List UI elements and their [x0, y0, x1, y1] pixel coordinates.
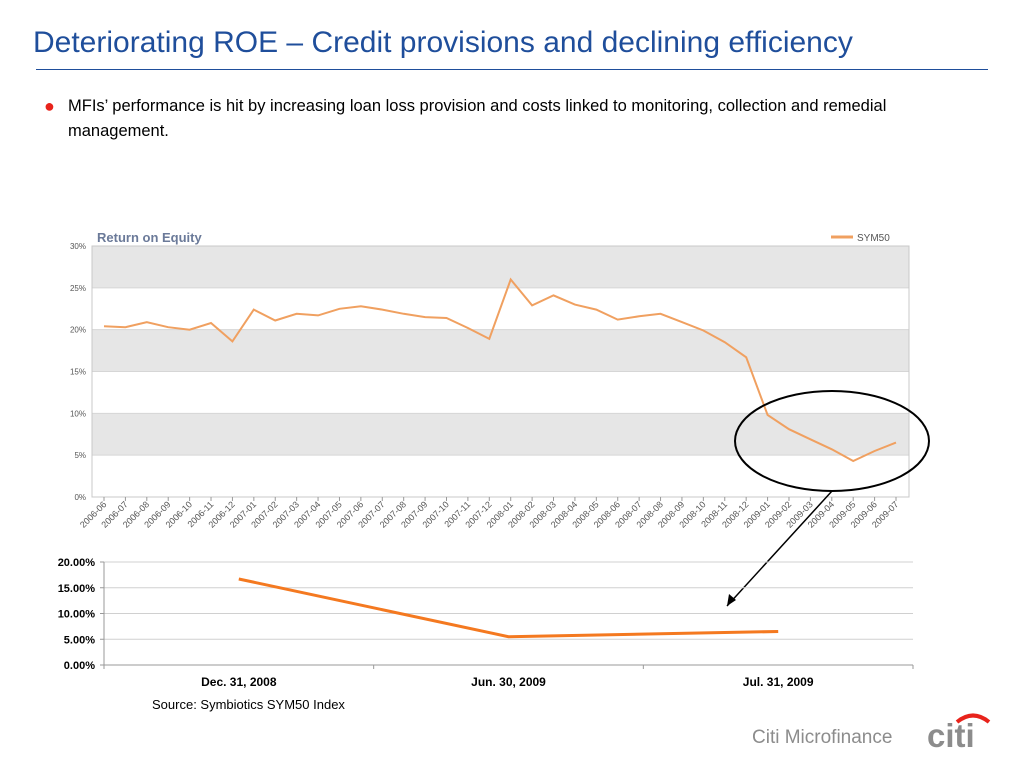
roe-chart-ytick-label: 20%	[70, 326, 86, 335]
roe-chart-ytick-label: 25%	[70, 284, 86, 293]
summary-chart-xtick-label: Jul. 31, 2009	[743, 675, 814, 689]
bullet-point: ● MFIs’ performance is hit by increasing…	[44, 94, 984, 144]
citi-logo-text: citi	[927, 717, 975, 754]
roe-chart-ytick-label: 30%	[70, 242, 86, 251]
legend-label-sym50: SYM50	[857, 233, 890, 244]
roe-summary-chart: 0.00% 5.00% 10.00% 15.00% 20.00% Dec. 31, 20…	[58, 557, 914, 689]
roe-chart-title: Return on Equity	[97, 230, 202, 245]
summary-chart-ytick-label: 20.00%	[58, 557, 96, 569]
summary-chart-ytick-label: 15.00%	[58, 583, 96, 595]
annotation-arrowhead	[727, 594, 736, 606]
slide-title: Deteriorating ROE – Credit provisions an…	[33, 26, 853, 59]
citi-arc-icon	[955, 713, 991, 724]
summary-chart-xtick-label: Jun. 30, 2009	[471, 675, 546, 689]
title-divider	[36, 69, 988, 70]
summary-chart-ytick-label: 0.00%	[64, 660, 95, 672]
roe-chart-band	[92, 246, 909, 288]
roe-chart-ytick-label: 5%	[74, 451, 86, 460]
roe-chart-ytick-label: 0%	[74, 493, 86, 502]
annotation-arrow	[726, 490, 833, 607]
roe-chart-ytick-label: 15%	[70, 368, 86, 377]
bullet-text: MFIs’ performance is hit by increasing l…	[68, 97, 887, 140]
summary-chart-ytick-label: 10.00%	[58, 609, 96, 621]
footer-brand: Citi Microfinance	[752, 727, 893, 748]
summary-chart-xtick-label: Dec. 31, 2008	[201, 675, 277, 689]
roe-chart-band	[92, 329, 909, 372]
source-note: Source: Symbiotics SYM50 Index	[152, 697, 345, 712]
summary-chart-ytick-label: 5.00%	[64, 634, 95, 646]
roe-chart-ytick-label: 10%	[70, 409, 86, 418]
roe-summary-line	[238, 577, 779, 639]
roe-chart-band	[92, 413, 909, 456]
citi-logo: citi	[927, 710, 993, 752]
bullet-dot-icon: ●	[44, 96, 55, 116]
roe-chart-plot-frame	[91, 245, 910, 498]
